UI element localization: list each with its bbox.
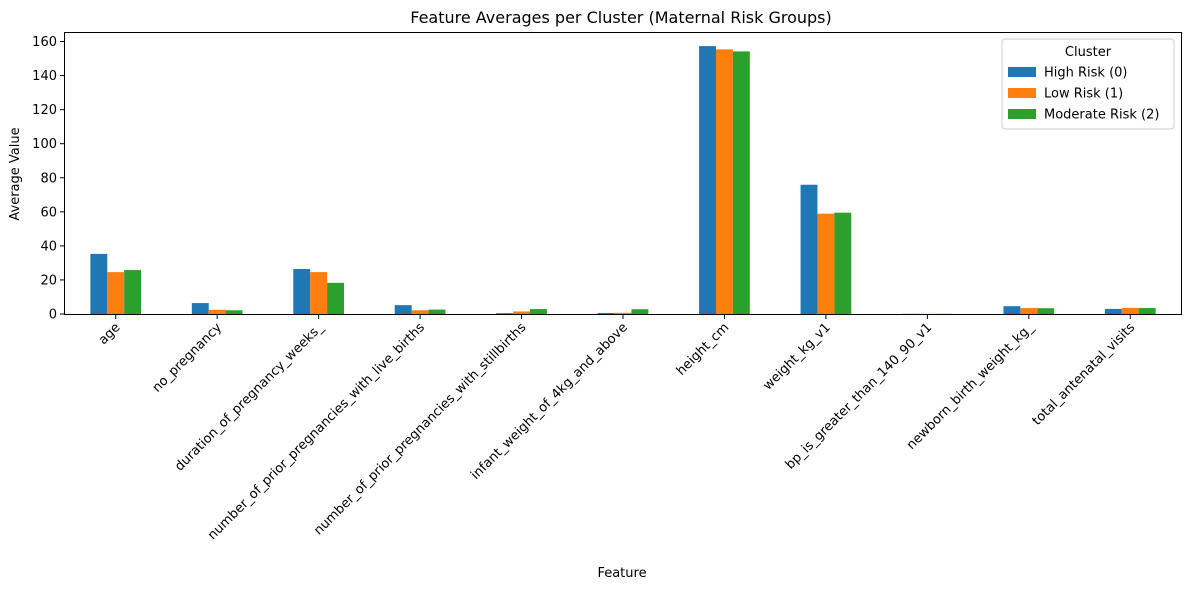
legend-swatch-0	[1008, 67, 1036, 77]
bar-height_cm-series-0	[699, 46, 716, 315]
x-tick-label-total_antenatal_visits: total_antenatal_visits	[1030, 320, 1139, 429]
legend-label-1: Low Risk (1)	[1044, 87, 1123, 102]
y-tick-label: 140	[32, 69, 57, 84]
bar-number_of_prior_pregnancies_with_live_births-series-2	[428, 309, 446, 314]
x-tick-label-weight_kg_v1: weight_kg_v1	[760, 320, 833, 393]
x-axis: age no_pregnancyduration_of_pregnancy_wee…	[96, 314, 1138, 543]
bar-infant_weight_of_4kg_and_above-series-2	[631, 309, 649, 314]
bar-age-series-1	[107, 272, 125, 314]
bar-no_pregnancy-series-0	[191, 303, 209, 314]
y-tick-label: 0	[49, 308, 57, 323]
bar-height_cm-series-2	[732, 51, 750, 314]
bar-number_of_prior_pregnancies_with_stillbirths-series-1	[513, 311, 530, 314]
bar-no_pregnancy-series-1	[208, 309, 226, 314]
bar-newborn_birth_weight_kg_-series-0	[1003, 306, 1021, 314]
y-tick-label: 160	[32, 35, 57, 50]
legend-label-2: Moderate Risk (2)	[1044, 108, 1159, 123]
bar-height_cm-series-1	[716, 49, 733, 314]
bar-number_of_prior_pregnancies_with_stillbirths-series-0	[496, 313, 514, 314]
chart-title: Feature Averages per Cluster (Maternal R…	[410, 8, 832, 27]
bar-weight_kg_v1-series-2	[834, 212, 852, 314]
bar-total_antenatal_visits-series-0	[1104, 308, 1122, 314]
y-tick-label: 60	[40, 205, 57, 220]
bar-number_of_prior_pregnancies_with_stillbirths-series-2	[530, 309, 547, 314]
plot-frame	[64, 32, 1182, 315]
bar-age-series-0	[90, 253, 108, 314]
x-tick-label-no_pregnancy: no_pregnancy	[150, 320, 226, 396]
bar-weight_kg_v1-series-1	[817, 213, 835, 314]
bar-newborn_birth_weight_kg_-series-2	[1037, 308, 1055, 314]
legend-title: Cluster	[1065, 45, 1112, 60]
bar-number_of_prior_pregnancies_with_live_births-series-0	[394, 305, 412, 314]
y-axis-label: Average Value	[8, 127, 23, 220]
bar-duration_of_pregnancy_weeks_-series-1	[310, 272, 328, 314]
y-tick-label: 100	[32, 137, 57, 152]
x-tick-label-age: age	[96, 320, 124, 348]
bar-no_pregnancy-series-2	[225, 310, 243, 314]
y-tick-label: 20	[40, 273, 57, 288]
x-tick-label-number_of_prior_pregnancies_with_stillbirths: number_of_prior_pregnancies_with_stillbi…	[311, 320, 529, 538]
bar-infant_weight_of_4kg_and_above-series-1	[614, 312, 632, 314]
legend-swatch-2	[1008, 109, 1036, 119]
y-tick-label: 120	[32, 103, 57, 118]
bar-duration_of_pregnancy_weeks_-series-2	[327, 282, 344, 314]
y-axis: 0 20 40 60 80 100 120 140 160	[32, 35, 65, 323]
bars-group	[90, 46, 1156, 315]
legend-label-0: High Risk (0)	[1044, 66, 1128, 81]
legend-box	[1001, 38, 1175, 130]
x-tick-label-infant_weight_of_4kg_and_above: infant_weight_of_4kg_and_above	[468, 320, 631, 483]
bar-duration_of_pregnancy_weeks_-series-0	[293, 269, 311, 314]
bar-newborn_birth_weight_kg_-series-1	[1020, 308, 1038, 314]
bar-infant_weight_of_4kg_and_above-series-0	[597, 312, 615, 314]
legend-swatch-1	[1008, 88, 1036, 98]
bar-number_of_prior_pregnancies_with_live_births-series-1	[411, 310, 429, 314]
bar-weight_kg_v1-series-0	[800, 184, 818, 314]
bar-total_antenatal_visits-series-1	[1121, 307, 1139, 314]
y-tick-label: 80	[40, 171, 57, 186]
x-tick-label-number_of_prior_pregnancies_with_live_births: number_of_prior_pregnancies_with_live_bi…	[205, 320, 428, 543]
x-axis-label: Feature	[597, 566, 646, 581]
legend: Cluster High Risk (0) Low Risk (1) Moderate…	[1001, 38, 1175, 130]
x-tick-label-height_cm: height_cm	[674, 320, 733, 379]
y-tick-label: 40	[40, 239, 57, 254]
bar-age-series-2	[124, 270, 142, 314]
bar-total_antenatal_visits-series-2	[1138, 308, 1156, 314]
